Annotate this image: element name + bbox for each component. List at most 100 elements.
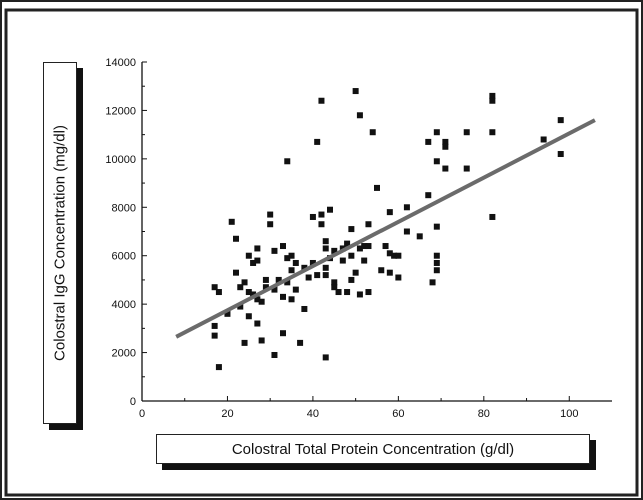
- data-point: [442, 138, 449, 145]
- data-point: [365, 243, 372, 250]
- data-point: [211, 332, 218, 339]
- data-point: [318, 211, 325, 218]
- data-point: [237, 284, 244, 291]
- data-point: [245, 252, 252, 259]
- y-tick-label: 8000: [112, 202, 136, 214]
- data-point: [322, 238, 329, 245]
- y-tick-label: 14000: [105, 57, 136, 69]
- data-point: [429, 279, 436, 286]
- data-point: [365, 289, 372, 296]
- data-point: [254, 320, 261, 327]
- data-point: [237, 303, 244, 310]
- data-point: [442, 143, 449, 150]
- data-point: [228, 218, 235, 225]
- x-tick-label: 0: [139, 408, 145, 420]
- data-point: [271, 286, 278, 293]
- data-point: [254, 245, 261, 252]
- data-point: [254, 296, 261, 303]
- data-point: [489, 92, 496, 99]
- data-point: [433, 267, 440, 274]
- data-point: [250, 259, 257, 266]
- data-point: [224, 310, 231, 317]
- data-point: [314, 272, 321, 279]
- data-point: [386, 250, 393, 257]
- x-axis-label: Colostral Total Protein Concentration (g…: [231, 440, 515, 458]
- data-point: [540, 136, 547, 143]
- y-tick-label: 10000: [105, 154, 136, 166]
- data-point: [331, 247, 338, 254]
- data-point: [241, 339, 248, 346]
- data-point: [403, 204, 410, 211]
- data-point: [425, 192, 432, 199]
- y-tick-label: 0: [130, 396, 136, 408]
- data-point: [275, 276, 282, 283]
- data-point: [322, 264, 329, 271]
- data-point: [215, 289, 222, 296]
- data-point: [297, 339, 304, 346]
- y-tick-label: 12000: [105, 105, 136, 117]
- data-point: [344, 289, 351, 296]
- data-point: [280, 293, 286, 300]
- data-point: [348, 252, 355, 259]
- data-point: [322, 245, 329, 252]
- data-point: [365, 221, 372, 228]
- data-point: [233, 235, 239, 242]
- data-point: [369, 129, 376, 136]
- data-point: [233, 269, 239, 276]
- data-point: [309, 213, 316, 220]
- data-point: [327, 206, 333, 213]
- data-point: [356, 291, 363, 298]
- data-point: [391, 252, 398, 259]
- data-point: [433, 252, 440, 259]
- data-point: [288, 296, 295, 303]
- data-point: [463, 129, 470, 136]
- data-point: [386, 209, 393, 216]
- data-point: [463, 165, 470, 172]
- x-tick-label: 40: [307, 408, 319, 420]
- data-point: [262, 276, 269, 283]
- data-point: [284, 158, 291, 165]
- data-point: [361, 243, 368, 250]
- x-tick-label: 60: [392, 408, 404, 420]
- data-point: [305, 274, 312, 281]
- data-point: [322, 272, 329, 279]
- data-point: [331, 284, 338, 291]
- data-point: [318, 221, 325, 228]
- data-point: [211, 322, 218, 329]
- data-point: [271, 351, 278, 358]
- data-point: [284, 279, 291, 286]
- data-point: [258, 298, 265, 305]
- data-point: [352, 269, 359, 276]
- y-tick-label: 2000: [112, 348, 136, 360]
- x-tick-label: 80: [478, 408, 490, 420]
- data-point: [557, 151, 564, 158]
- data-point: [403, 228, 410, 235]
- data-point: [382, 243, 389, 250]
- trend-line: [175, 118, 596, 339]
- data-point: [301, 305, 308, 312]
- data-point: [245, 289, 252, 296]
- data-point: [215, 364, 222, 371]
- data-point: [356, 112, 363, 119]
- data-point: [489, 129, 496, 136]
- data-point: [309, 259, 316, 266]
- data-point: [425, 138, 432, 145]
- data-point: [267, 221, 274, 228]
- data-point: [245, 313, 252, 320]
- data-point: [258, 337, 265, 344]
- data-point: [344, 240, 351, 247]
- data-point: [416, 233, 423, 240]
- data-point: [557, 117, 564, 124]
- data-point: [395, 274, 402, 281]
- y-tick-label: 4000: [112, 299, 136, 311]
- data-point: [267, 211, 274, 218]
- y-tick-label: 6000: [112, 251, 136, 263]
- data-point: [386, 269, 393, 276]
- data-point: [250, 291, 257, 298]
- data-point: [433, 223, 440, 230]
- data-point: [378, 267, 385, 274]
- data-point: [288, 252, 295, 259]
- data-point: [292, 286, 299, 293]
